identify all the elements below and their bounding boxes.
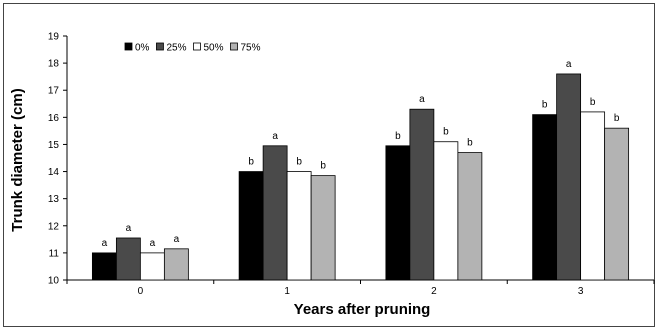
significance-label: a (272, 131, 278, 142)
y-tick-label: 18 (48, 59, 60, 70)
x-tick-label: 3 (578, 286, 584, 297)
bar (238, 171, 264, 281)
y-tick-label: 17 (48, 86, 60, 97)
x-tick-label: 2 (431, 286, 437, 297)
significance-label: b (542, 100, 548, 111)
legend-swatch (193, 42, 201, 51)
y-axis-ticks: 10 11 12 13 14 15 16 17 18 19 (48, 32, 67, 287)
significance-label: b (296, 157, 302, 168)
significance-label: b (320, 161, 326, 172)
significance-label: b (248, 157, 254, 168)
significance-label: a (102, 238, 108, 249)
bar (115, 237, 141, 281)
bars: a a a a b a b b b a b b b a b b (91, 59, 630, 281)
significance-label: a (566, 59, 572, 70)
legend-label: 75% (240, 43, 260, 54)
x-axis-ticks: 0 1 2 3 (66, 280, 655, 297)
significance-label: a (419, 94, 425, 105)
legend-label: 0% (135, 43, 150, 54)
significance-label: a (126, 223, 132, 234)
x-tick-label: 0 (138, 286, 144, 297)
significance-label: b (590, 97, 596, 108)
significance-label: a (174, 234, 180, 245)
y-tick-label: 14 (48, 167, 60, 178)
y-tick-label: 13 (48, 194, 60, 205)
y-tick-label: 11 (49, 248, 60, 259)
x-tick-label: 1 (284, 286, 290, 297)
y-tick-label: 16 (48, 113, 60, 124)
significance-label: b (614, 113, 620, 124)
y-tick-label: 19 (48, 32, 60, 43)
bar (163, 248, 189, 281)
y-tick-label: 15 (48, 140, 60, 151)
significance-label: a (150, 238, 156, 249)
bar (286, 171, 312, 281)
bar (139, 252, 165, 281)
significance-label: b (467, 138, 473, 149)
bar (532, 114, 558, 281)
bar (91, 252, 117, 281)
bar (457, 152, 483, 281)
bar (385, 145, 411, 281)
bar (409, 108, 435, 281)
bar (310, 175, 336, 281)
bar (556, 73, 582, 281)
legend-swatch (124, 42, 133, 51)
significance-label: b (395, 131, 401, 142)
significance-label: b (443, 127, 449, 138)
y-axis-title: Trunk diameter (cm) (9, 88, 26, 231)
y-tick-label: 10 (48, 276, 60, 287)
legend-label: 25% (166, 43, 186, 54)
y-tick-label: 12 (48, 221, 60, 232)
bar (604, 127, 630, 281)
legend: 0% 25% 50% 75% (124, 42, 261, 54)
legend-swatch (156, 42, 164, 51)
x-axis-title: Years after pruning (294, 301, 431, 318)
legend-swatch (230, 42, 238, 51)
bar (262, 145, 288, 281)
bar (433, 141, 459, 281)
bar (580, 111, 606, 281)
legend-label: 50% (203, 43, 223, 54)
